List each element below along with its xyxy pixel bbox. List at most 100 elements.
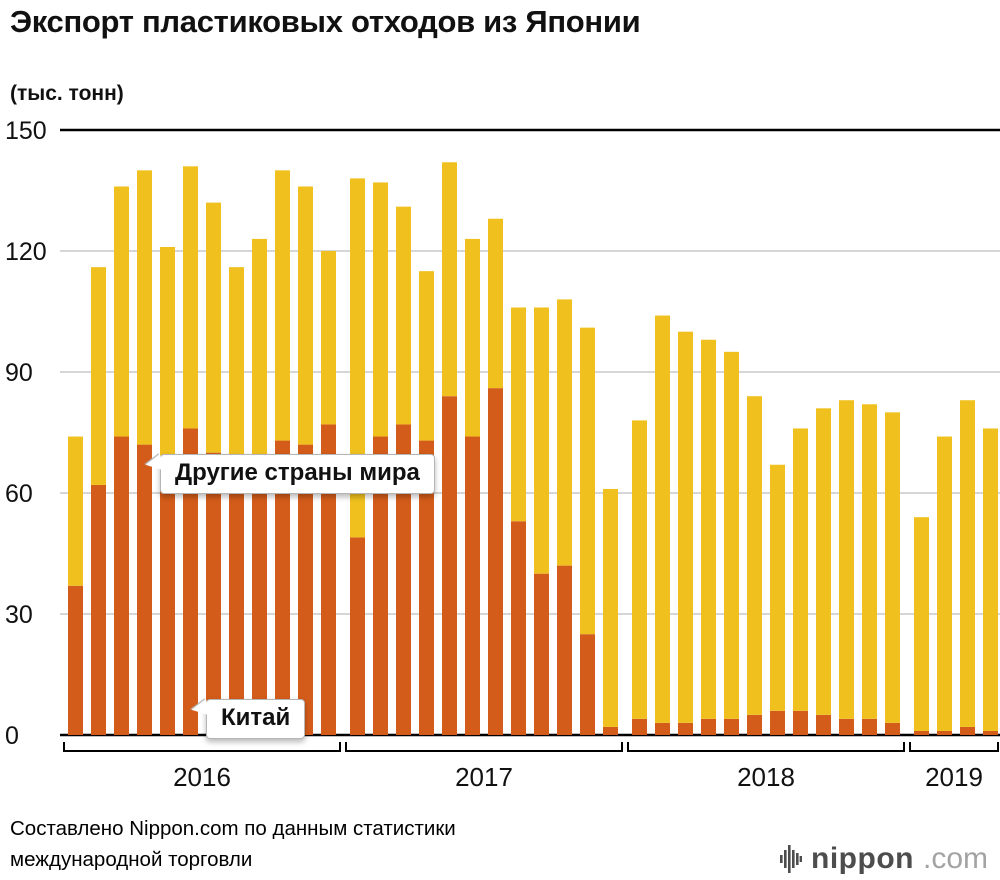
y-tick-label: 90 — [5, 359, 33, 387]
bar-segment-others — [534, 307, 549, 574]
bar-segment-china — [701, 718, 716, 735]
bar-segment-others — [580, 327, 595, 635]
bar-segment-others — [655, 315, 670, 723]
bar-segment-others — [983, 428, 998, 731]
bar-segment-others — [350, 178, 365, 538]
bar-segment-others — [816, 408, 831, 715]
bar-segment-others — [229, 267, 244, 477]
bar-segment-others — [137, 170, 152, 445]
bar-segment-others — [419, 271, 434, 441]
y-tick-label: 30 — [5, 601, 33, 629]
unit-label: (тыс. тонн) — [10, 82, 124, 105]
y-tick-label: 60 — [5, 480, 33, 508]
bar-segment-others — [770, 464, 785, 711]
bar-segment-others — [68, 436, 83, 586]
bar-segment-china — [914, 730, 929, 735]
bar-segment-others — [396, 206, 411, 425]
bar-segment-others — [183, 166, 198, 429]
page-title: Экспорт пластиковых отходов из Японии — [10, 4, 641, 39]
bar-segment-china — [937, 730, 952, 735]
nippon-logo: nippon .com — [780, 842, 988, 876]
bar-segment-others — [862, 404, 877, 719]
bar-segment-china — [373, 436, 388, 735]
bar-segment-china — [229, 476, 244, 735]
bar-segment-china — [770, 710, 785, 735]
bar-segment-others — [914, 517, 929, 731]
chart-area: 0 30 60 90 120 150 2016 2017 2018 2019 Другие стр… — [0, 112, 1000, 802]
bar-segment-china — [534, 573, 549, 735]
bar-segment-others — [839, 400, 854, 719]
bar-segment-china — [862, 718, 877, 735]
bar-segment-china — [511, 521, 526, 735]
bar-segment-china — [419, 440, 434, 735]
bar-segment-china — [603, 726, 618, 735]
source-line-2: международной торговли — [10, 847, 253, 871]
bar-segment-others — [632, 420, 647, 719]
bar-segment-others — [465, 238, 480, 437]
bar-segment-china — [137, 444, 152, 735]
bar-segment-others — [747, 396, 762, 715]
bar-segment-others — [373, 182, 388, 437]
y-tick-label: 150 — [5, 117, 47, 145]
bar-segment-china — [298, 444, 313, 735]
year-bracket — [627, 742, 905, 752]
bar-segment-others — [678, 331, 693, 723]
bar-segment-others — [298, 186, 313, 445]
bar-segment-china — [816, 714, 831, 735]
nippon-logo-bars-icon — [780, 845, 803, 873]
logo-name: nippon — [811, 842, 914, 875]
bar-segment-others — [252, 238, 267, 481]
bar-segment-others — [160, 246, 175, 477]
bar-segment-china — [724, 718, 739, 735]
bar-segment-china — [885, 722, 900, 735]
bar-segment-others — [321, 251, 336, 425]
bar-segment-china — [557, 565, 572, 735]
bar-segment-china — [275, 440, 290, 735]
bar-segment-china — [632, 718, 647, 735]
logo-suffix: .com — [922, 842, 988, 875]
year-bracket — [909, 742, 999, 752]
bar-segment-china — [68, 585, 83, 735]
bar-segment-china — [160, 476, 175, 735]
year-label: 2016 — [173, 762, 231, 792]
bar-segment-others — [114, 186, 129, 437]
bar-segment-others — [206, 202, 221, 453]
bar-segment-others — [701, 339, 716, 719]
legend-callout-others: Другие страны мира — [143, 453, 435, 494]
bar-segment-china — [488, 388, 503, 735]
bar-segment-china — [114, 436, 129, 735]
bar-segment-others — [603, 488, 618, 727]
bar-segment-china — [983, 730, 998, 735]
bar-segment-others — [91, 267, 106, 485]
source-note: Составлено Nippon.com по данным статисти… — [10, 814, 456, 876]
bar-segment-others — [275, 170, 290, 441]
bar-segment-china — [655, 722, 670, 735]
bar-segment-others — [442, 162, 457, 397]
bar-segment-china — [396, 424, 411, 735]
bar-segment-others — [557, 299, 572, 566]
bar-segment-others — [960, 400, 975, 727]
bar-segment-china — [206, 452, 221, 735]
bar-segment-others — [724, 351, 739, 719]
year-label: 2018 — [737, 762, 795, 792]
bar-segment-china — [252, 480, 267, 735]
bar-segment-others — [488, 218, 503, 389]
bar-segment-china — [321, 424, 336, 735]
bar-segment-china — [580, 634, 595, 735]
bar-segment-china — [350, 537, 365, 735]
bar-segment-china — [839, 718, 854, 735]
bar-segment-china — [91, 484, 106, 735]
bar-segment-china — [442, 396, 457, 735]
bar-segment-china — [747, 714, 762, 735]
bar-segment-china — [793, 710, 808, 735]
bar-segment-others — [937, 436, 952, 731]
source-line-1: Составлено Nippon.com по данным статисти… — [10, 817, 456, 840]
bar-segment-china — [183, 428, 198, 735]
year-bracket — [63, 742, 341, 752]
year-label: 2017 — [455, 762, 513, 792]
bar-segment-others — [793, 428, 808, 711]
year-label: 2019 — [925, 762, 983, 792]
year-bracket — [345, 742, 623, 752]
bar-segment-china — [960, 726, 975, 735]
